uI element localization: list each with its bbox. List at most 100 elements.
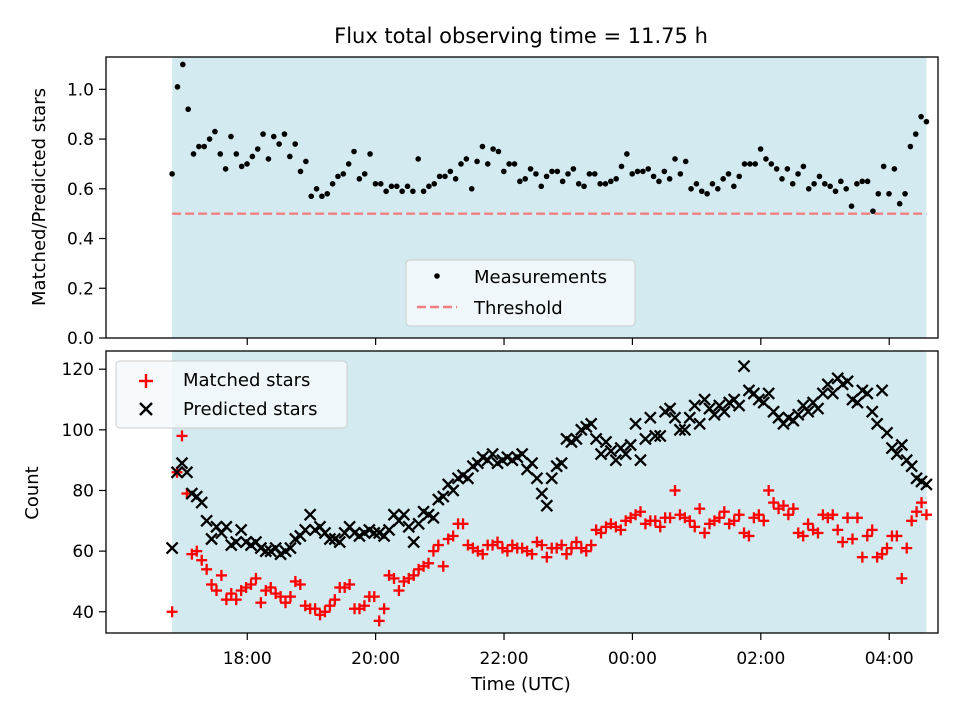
measurement-point [356,176,363,182]
matched-star-point [812,527,824,539]
measurement-point [682,158,689,165]
matched-star-point [255,597,267,609]
matched-star-point [284,591,296,603]
matched-star-point [846,533,858,545]
predicted-star-point [688,399,702,412]
predicted-star-point [170,465,184,479]
matched-star-point [743,530,755,542]
predicted-star-point [259,544,273,558]
measurement-point [501,168,507,175]
x-tick-label: 20:00 [351,649,400,669]
matched-stars-points [166,430,932,627]
matched-star-point [891,530,903,542]
measurement-point [608,178,614,185]
predicted-star-point [530,472,544,485]
measurement-point [474,158,480,165]
predicted-star-point [515,447,529,461]
matched-star-point [694,503,706,515]
matched-star-point [432,539,444,551]
measurement-point [613,176,619,182]
matched-star-point [373,615,385,627]
matched-star-point [280,597,292,609]
matched-star-point [329,594,341,606]
measurement-point [394,183,400,190]
legend-label-predicted: Predicted stars [183,399,317,420]
measurement-point [843,185,849,192]
measurement-point [399,188,405,195]
measurement-point [517,178,523,185]
predicted-star-point [367,526,381,540]
predicted-star-point [545,472,559,485]
matched-star-point [541,551,553,563]
predicted-star-point [895,438,909,452]
measurement-point [260,131,266,137]
matched-star-point [570,536,582,548]
matched-star-point [225,588,237,600]
matched-star-point [916,497,928,509]
matched-star-point [920,509,932,521]
matched-star-point [881,542,893,554]
matched-star-point [565,542,577,554]
measurement-point [645,166,652,172]
matched-star-point [427,545,439,557]
matched-star-point [393,585,405,597]
measurement-point [677,171,684,177]
predicted-star-point [200,514,213,528]
predicted-star-point [599,435,613,449]
legend-marker-matched [139,374,153,388]
predicted-star-point [737,359,751,373]
measurement-point [864,178,871,185]
matched-star-point [536,539,548,551]
measurement-point [666,176,673,182]
matched-star-point [797,530,809,542]
predicted-star-point [890,447,904,461]
measurement-point [447,168,454,175]
legend-marker-predicted [139,402,153,416]
measurement-point [875,190,882,197]
matched-star-point [896,572,908,584]
predicted-star-point [446,484,460,497]
measurement-point [324,190,331,197]
matched-star-point [768,497,780,509]
matched-star-point [196,554,208,566]
top-y-axis-label: Matched/Predicted stars [29,88,50,306]
measurement-point [768,161,775,167]
measurement-point [602,181,609,187]
bottom-legend: Matched stars Predicted stars [115,360,348,429]
matched-star-point [358,600,370,612]
measurement-point [169,171,175,177]
measurement-point [763,156,769,162]
measurement-point [206,136,213,142]
predicted-star-point [841,375,854,388]
matched-star-point [201,563,213,575]
predicted-star-point [535,487,549,500]
measurement-point [896,200,903,207]
predicted-star-point [604,444,618,458]
top-legend-box [405,259,636,327]
measurement-point [656,178,662,185]
x-axis-label: Time (UTC) [470,674,571,695]
bottom-legend-box [115,360,348,429]
measurement-point [559,178,566,185]
measurement-point [292,141,298,147]
predicted-star-point [619,447,633,461]
predicted-star-point [461,472,475,485]
matched-star-point [561,548,573,560]
matched-star-point [437,560,449,572]
measurement-point [570,166,577,172]
measurement-point [720,176,726,182]
predicted-star-point [540,499,554,512]
measurement-point [741,161,748,167]
measurement-point [698,188,705,195]
measurement-point [586,171,593,177]
matched-star-point [911,506,923,518]
measurement-point [538,183,545,190]
matched-star-point [758,515,770,527]
legend-marker-measurements [434,273,440,279]
x-tick-label: 18:00 [223,649,272,669]
predicted-star-point [821,378,835,391]
matched-star-point [876,548,888,560]
measurement-point [174,84,181,90]
measurement-point [527,166,534,172]
measurement-point [693,181,700,187]
